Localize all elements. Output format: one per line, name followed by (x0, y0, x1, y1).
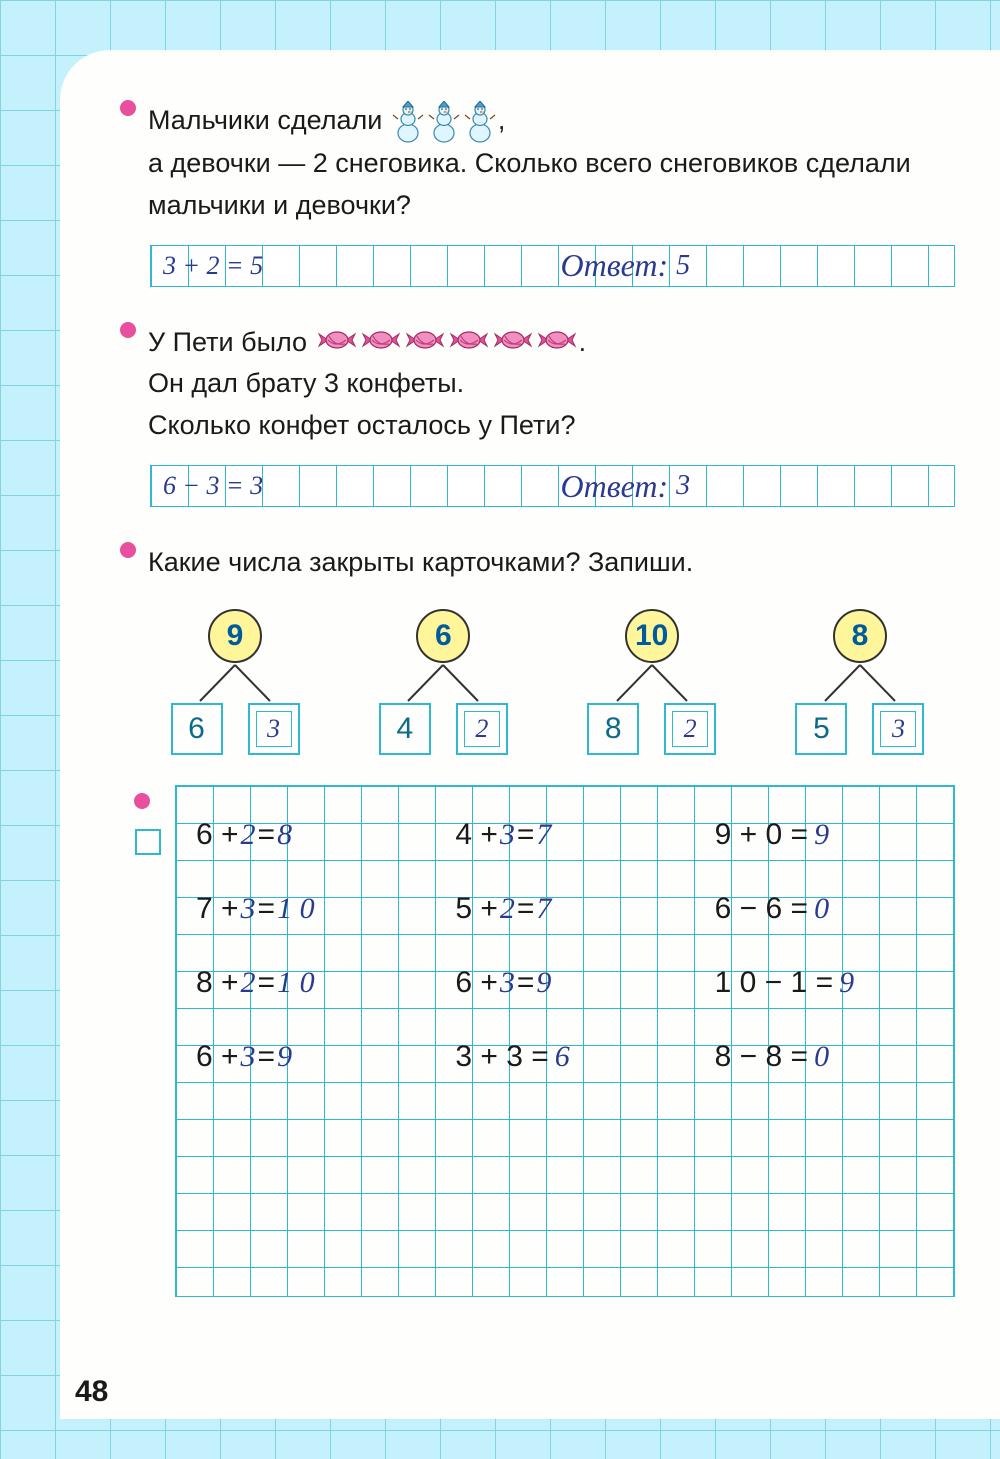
bond-lines (800, 663, 920, 703)
candy-icon (404, 328, 446, 358)
page-number: 48 (75, 1375, 108, 1409)
equation: 1 0 − 1 =9 (695, 946, 954, 1020)
bullet-icon (120, 322, 136, 338)
bond-left-box: 4 (379, 703, 431, 755)
bond-top-number: 6 (416, 609, 470, 663)
task-2-answer-value: 3 (676, 470, 690, 502)
task-3-text: Какие числа закрыты карточками? Запиши. (120, 542, 955, 584)
small-square-icon (135, 829, 161, 855)
equation: 8 +2=1 0 (176, 946, 435, 1020)
equation-row: 7 +3=1 05 +2=76 − 6 =0 (176, 872, 954, 946)
candy-icon (360, 328, 402, 358)
bond-left-box: 6 (171, 703, 223, 755)
task-2-line2: Он дал брату 3 конфеты. (148, 368, 464, 398)
equation: 6 +3=9 (176, 1020, 435, 1094)
number-bond: 9 6 3 (150, 609, 320, 755)
task-1-work: 3 + 2 = 5 (163, 251, 263, 280)
equation-row: 6 +2=84 +3=79 + 0 =9 (176, 798, 954, 872)
snowman-icon (464, 101, 496, 143)
candy-icon (316, 328, 358, 358)
task-3-prompt: Какие числа закрыты карточками? Запиши. (148, 542, 955, 584)
task-1-answer-value: 5 (676, 250, 690, 282)
workbook-page: Мальчики сделали , а девочки — 2 снегови… (60, 50, 1000, 1419)
bond-right-box: 3 (248, 703, 300, 755)
bond-right-box: 2 (664, 703, 716, 755)
bond-lines (383, 663, 503, 703)
number-bond: 8 5 3 (775, 609, 945, 755)
task-1-answer-row: 3 + 2 = 5 Ответ: 5 (150, 245, 955, 287)
task-1-line1-after: , (498, 105, 506, 135)
task-2-line3: Сколько конфет осталось у Пети? (148, 410, 575, 440)
task-2: У Пети было . Он (120, 322, 955, 508)
equation-row: 8 +2=1 06 +3=91 0 − 1 =9 (176, 946, 954, 1020)
task-1: Мальчики сделали , а девочки — 2 снегови… (120, 100, 955, 287)
equation: 9 + 0 =9 (695, 798, 954, 872)
task-4: 6 +2=84 +3=79 + 0 =97 +3=1 05 +2=76 − 6 … (120, 785, 955, 1297)
candy-icon (492, 328, 534, 358)
number-bonds-row: 9 6 3 6 4 2 10 8 2 8 (150, 609, 945, 755)
bond-right-box: 2 (456, 703, 508, 755)
number-bond: 6 4 2 (358, 609, 528, 755)
bond-top-number: 8 (833, 609, 887, 663)
snowmen-group (390, 105, 498, 135)
equation: 6 +2=8 (176, 798, 435, 872)
equation: 3 + 3 =6 (435, 1020, 694, 1094)
task-2-answer-label: Ответ: (561, 468, 669, 505)
task-4-side (120, 785, 175, 855)
equation: 7 +3=1 0 (176, 872, 435, 946)
task-2-text: У Пети было . Он (120, 322, 955, 448)
snowman-icon (392, 101, 424, 143)
bullet-icon (120, 100, 136, 116)
task-1-line1-before: Мальчики сделали (148, 105, 382, 135)
equation: 4 +3=7 (435, 798, 694, 872)
task-1-line2: а девочки — 2 снеговика. Сколько всего с… (148, 148, 911, 220)
math-grid: 6 +2=84 +3=79 + 0 =97 +3=1 05 +2=76 − 6 … (175, 785, 955, 1297)
equation-row: 6 +3=93 + 3 =68 − 8 =0 (176, 1020, 954, 1094)
number-bond: 10 8 2 (567, 609, 737, 755)
equation: 5 +2=7 (435, 872, 694, 946)
task-2-line1-before: У Пети было (148, 327, 307, 357)
candy-icon (536, 328, 578, 358)
bond-left-box: 8 (587, 703, 639, 755)
task-2-work: 6 − 3 = 3 (163, 471, 263, 500)
task-3: Какие числа закрыты карточками? Запиши. … (120, 542, 955, 755)
bullet-icon (120, 542, 136, 558)
candies-group (315, 327, 579, 357)
task-1-answer-label: Ответ: (561, 247, 669, 284)
equation: 6 +3=9 (435, 946, 694, 1020)
bond-top-number: 10 (625, 609, 679, 663)
snowman-icon (428, 101, 460, 143)
bond-top-number: 9 (208, 609, 262, 663)
equation: 8 − 8 =0 (695, 1020, 954, 1094)
candy-icon (448, 328, 490, 358)
task-1-text: Мальчики сделали , а девочки — 2 снегови… (120, 100, 955, 227)
bond-lines (592, 663, 712, 703)
task-2-answer-row: 6 − 3 = 3 Ответ: 3 (150, 465, 955, 507)
bond-left-box: 5 (795, 703, 847, 755)
bullet-icon (134, 793, 150, 809)
bond-lines (175, 663, 295, 703)
bond-right-box: 3 (872, 703, 924, 755)
equation: 6 − 6 =0 (695, 872, 954, 946)
